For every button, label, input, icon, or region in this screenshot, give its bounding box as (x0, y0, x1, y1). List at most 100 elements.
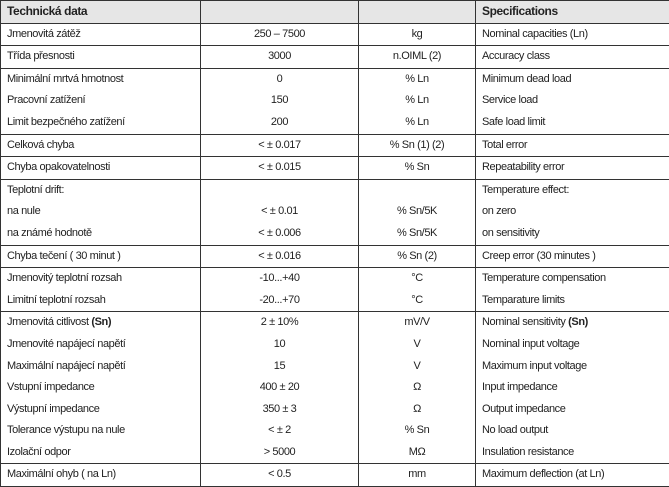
cell-cz-text: Výstupní impedance (7, 403, 99, 415)
cell-cz: Tolerance výstupu na nule (1, 420, 201, 442)
cell-value-text: > 5000 (264, 446, 296, 458)
cell-value-text: 400 ± 20 (260, 381, 300, 393)
cell-cz-text: Limit bezpečného zatížení (7, 116, 125, 128)
cell-unit: °C (359, 290, 476, 312)
cell-cz: Limitní teplotní rozsah (1, 290, 201, 312)
cell-unit: V (359, 334, 476, 356)
cell-en: Output impedance (476, 399, 669, 421)
cell-unit-text: % Sn/5K (397, 227, 437, 239)
cell-unit-text: Ω (413, 381, 421, 393)
cell-unit: % Sn (2) (359, 245, 476, 268)
cell-unit-text: kg (412, 28, 423, 40)
cell-en: Accuracy class (476, 46, 669, 69)
cell-en: Safe load limit (476, 112, 669, 134)
cell-en-text: Repeatability error (482, 161, 564, 173)
cell-cz-text: Tolerance výstupu na nule (7, 424, 125, 436)
table-row: Maximální napájecí napětí 15 V Maximum inpu… (1, 356, 669, 378)
cell-en-text: Insulation resistance (482, 446, 574, 458)
cell-cz-text: Maximální napájecí napětí (7, 360, 125, 372)
cell-unit-text: % Ln (405, 116, 428, 128)
cell-en-text: Nominal capacities (Ln) (482, 28, 588, 40)
cell-unit: % Sn (1) (2) (359, 134, 476, 157)
header-value (201, 1, 359, 24)
cell-unit-text: MΩ (409, 446, 426, 458)
cell-cz-text: Třída přesnosti (7, 50, 74, 62)
cell-cz-text: na nule (7, 205, 40, 217)
cell-value: < ± 2 (201, 420, 359, 442)
cell-unit: % Sn/5K (359, 201, 476, 223)
table-row: Vstupní impedance 400 ± 20 Ω Input impedanc… (1, 377, 669, 399)
cell-value-text: -10...+40 (259, 272, 299, 284)
cell-unit: % Sn/5K (359, 223, 476, 245)
cell-cz: Chyba tečení ( 30 minut ) (1, 245, 201, 268)
cell-cz: Jmenovité napájecí napětí (1, 334, 201, 356)
cell-value-text: < ± 0.016 (258, 250, 301, 262)
cell-en: on zero (476, 201, 669, 223)
cell-value: 3000 (201, 46, 359, 69)
cell-cz-text: Teplotní drift: (7, 184, 64, 196)
cell-en-text: Temperature effect: (482, 184, 569, 196)
cell-cz: Celková chyba (1, 134, 201, 157)
cell-value: -20...+70 (201, 290, 359, 312)
cell-value: 350 ± 3 (201, 399, 359, 421)
cell-cz-text: Vstupní impedance (7, 381, 94, 393)
cell-en-text: Service load (482, 94, 538, 106)
cell-value: < ± 0.015 (201, 157, 359, 180)
cell-value-text: 0 (277, 73, 283, 85)
header-en: Specifications (476, 1, 669, 24)
cell-value-text: 15 (274, 360, 285, 372)
cell-unit: % Ln (359, 90, 476, 112)
cell-value-text: 200 (271, 116, 288, 128)
cell-cz-text: na známé hodnotě (7, 227, 92, 239)
cell-en: Input impedance (476, 377, 669, 399)
cell-unit: MΩ (359, 442, 476, 464)
header-cz: Technická data (1, 1, 201, 24)
cell-unit-text: % Sn (405, 161, 430, 173)
cell-cz-text: Maximální ohyb ( na Ln) (7, 468, 116, 480)
cell-unit: % Sn (359, 420, 476, 442)
cell-unit-text: % Sn (1) (2) (390, 139, 445, 151)
cell-cz: na známé hodnotě (1, 223, 201, 245)
cell-unit: % Sn (359, 157, 476, 180)
cell-unit-text: % Ln (405, 94, 428, 106)
cell-en-text: Maximum input voltage (482, 360, 587, 372)
cell-unit-text: V (414, 338, 421, 350)
cell-en: Creep error (30 minutes ) (476, 245, 669, 268)
cell-en-text: on sensitivity (482, 227, 539, 239)
cell-cz-text: Chyba opakovatelnosti (7, 161, 110, 173)
cell-en: Total error (476, 134, 669, 157)
cell-value: < ± 0.017 (201, 134, 359, 157)
cell-cz: Pracovní zatížení (1, 90, 201, 112)
cell-value-text: 350 ± 3 (263, 403, 297, 415)
cell-unit-text: Ω (413, 403, 421, 415)
cell-cz: Vstupní impedance (1, 377, 201, 399)
cell-value: 150 (201, 90, 359, 112)
cell-unit-text: mm (408, 468, 426, 480)
cell-value-text: 250 – 7500 (254, 28, 305, 40)
cell-en: Nominal sensitivity (Sn) (476, 312, 669, 334)
cell-value-text: 3000 (268, 50, 291, 62)
cell-unit-text: V (414, 360, 421, 372)
table-row: Chyba tečení ( 30 minut ) < ± 0.016 % Sn (… (1, 245, 669, 268)
cell-unit: kg (359, 23, 476, 46)
cell-value: < ± 0.006 (201, 223, 359, 245)
cell-value: 15 (201, 356, 359, 378)
cell-unit: Ω (359, 399, 476, 421)
cell-cz-text: Jmenovité napájecí napětí (7, 338, 125, 350)
cell-en-text: Nominal input voltage (482, 338, 579, 350)
cell-unit: Ω (359, 377, 476, 399)
cell-unit-text: °C (411, 294, 423, 306)
cell-unit (359, 179, 476, 201)
cell-value-text: -20...+70 (259, 294, 299, 306)
cell-en: on sensitivity (476, 223, 669, 245)
cell-en-text: Safe load limit (482, 116, 545, 128)
